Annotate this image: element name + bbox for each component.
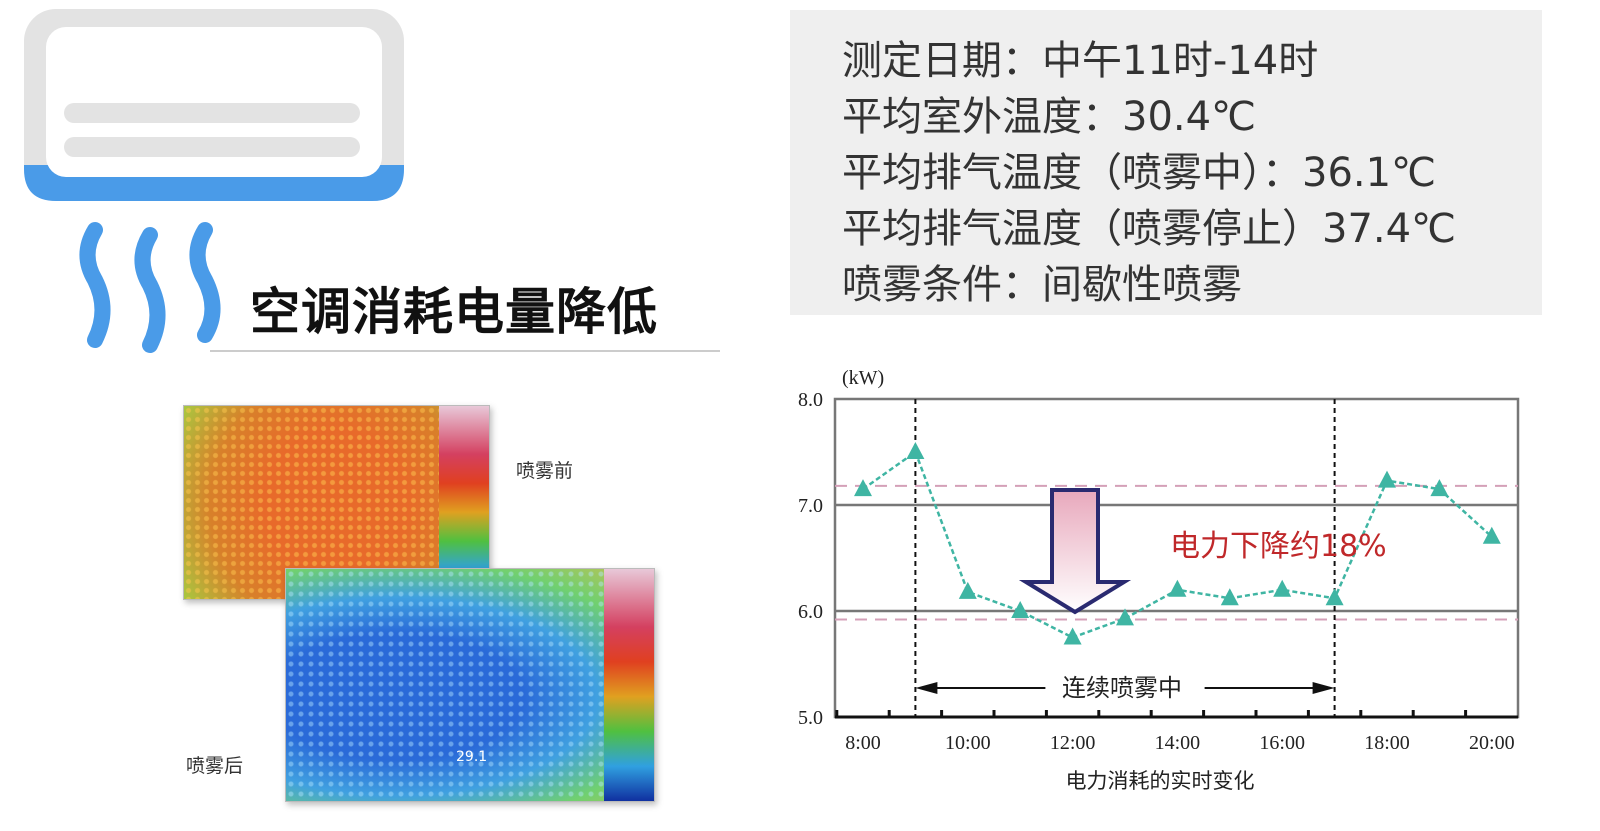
x-tick-label: 18:00 (1364, 732, 1410, 754)
measurement-info-panel: 测定日期：中午11时-14时 平均室外温度：30.4℃ 平均排气温度（喷雾中）：… (790, 10, 1542, 315)
thermal-image-after: 29.1 (285, 568, 655, 802)
info-line: 喷雾条件：间歇性喷雾 (842, 262, 1242, 308)
data-point (1220, 588, 1239, 606)
x-tick-label: 10:00 (945, 732, 991, 754)
power-chart: (kW) 5.0 6.0 7.0 8.0 8:00 10:00 12:00 14:00 16:0… (798, 367, 1520, 793)
before-label: 喷雾前 (516, 460, 574, 482)
x-tick-label: 20:00 (1469, 732, 1515, 754)
data-point (1011, 601, 1030, 618)
temperature-reading: 29.1 (456, 749, 488, 765)
reduction-annotation: 电力下降约18% (1170, 529, 1387, 564)
y-tick-label: 6.0 (798, 601, 823, 623)
info-line: 测定日期：中午11时-14时 (842, 38, 1319, 84)
headline: 空调消耗电量降低 (250, 283, 658, 341)
divider (210, 350, 720, 352)
temperature-scale (604, 569, 654, 801)
x-tick-label: 12:00 (1050, 732, 1096, 754)
after-label: 喷雾后 (186, 755, 244, 777)
air-conditioner-icon (24, 9, 404, 201)
data-point (1063, 627, 1082, 645)
data-point (1116, 608, 1134, 626)
data-point (958, 581, 977, 599)
temperature-scale (439, 406, 489, 599)
airflow-waves-icon (79, 222, 221, 353)
x-tick-label: 14:00 (1155, 732, 1201, 754)
y-tick-label: 5.0 (798, 707, 823, 729)
x-tick-label: 16:00 (1259, 732, 1305, 754)
x-tick-label: 8:00 (845, 732, 881, 754)
reduction-arrow-icon (1018, 488, 1132, 615)
data-point (1430, 479, 1449, 497)
y-tick-label: 7.0 (798, 495, 823, 517)
data-point (1168, 579, 1187, 597)
info-line: 平均排气温度（喷雾中）：36.1℃ (842, 150, 1436, 196)
x-axis-label: 电力消耗的实时变化 (1066, 769, 1255, 793)
data-point (1273, 579, 1292, 597)
data-point (854, 479, 872, 497)
info-line: 平均排气温度（喷雾停止）37.4℃ (842, 206, 1456, 252)
arrow-left-icon (915, 682, 938, 694)
data-point (1325, 588, 1344, 606)
data-point (1378, 470, 1396, 488)
y-tick-label: 8.0 (798, 389, 823, 411)
spray-period-label: 连续喷雾中 (1062, 674, 1182, 702)
data-point (1482, 526, 1501, 544)
arrow-right-icon (1312, 682, 1335, 694)
data-point (906, 442, 925, 459)
unit-label: (kW) (842, 367, 884, 389)
info-line: 平均室外温度：30.4℃ (842, 94, 1256, 140)
thermal-image-before (183, 405, 490, 600)
